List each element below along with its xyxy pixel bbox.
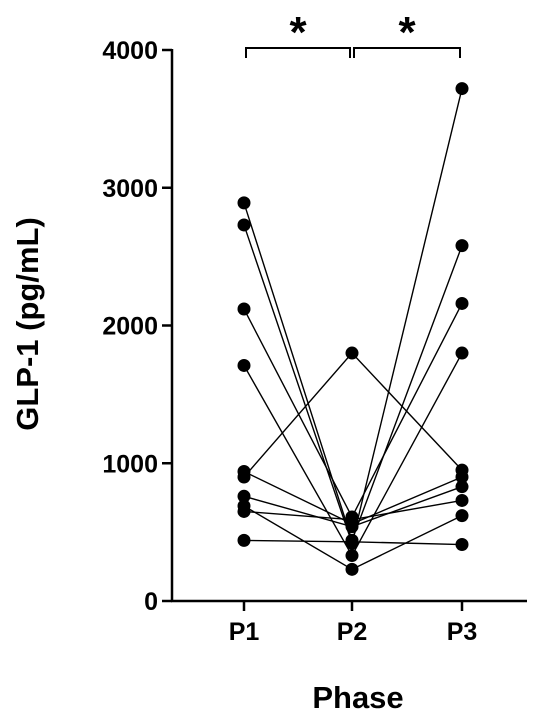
series-lines — [243, 88, 463, 571]
data-point — [237, 196, 251, 210]
series-line — [243, 303, 463, 519]
data-point — [237, 358, 251, 372]
data-point — [455, 82, 469, 96]
significance-star: * — [398, 8, 416, 57]
data-point — [455, 346, 469, 360]
x-tick-label: P1 — [229, 618, 260, 646]
data-point — [455, 493, 469, 507]
data-point — [237, 470, 251, 484]
y-tick-label: 4000 — [102, 37, 158, 65]
data-point — [237, 218, 251, 232]
x-ticks: P1 P2 P3 — [229, 601, 478, 646]
data-point — [345, 535, 359, 549]
y-ticks: 0 1000 2000 3000 4000 — [102, 37, 172, 616]
significance-brackets: * * — [245, 8, 461, 58]
data-point — [237, 302, 251, 316]
data-point — [455, 480, 469, 494]
data-point — [237, 533, 251, 547]
data-point — [455, 239, 469, 253]
series-line — [243, 88, 463, 546]
y-axis-title: GLP-1 (pg/mL) — [10, 217, 45, 431]
data-point — [237, 489, 251, 503]
significance-bracket — [353, 47, 461, 58]
y-tick-label: 3000 — [102, 175, 158, 203]
significance-star: * — [289, 8, 307, 57]
data-point — [345, 346, 359, 360]
data-point — [345, 513, 359, 527]
data-point — [345, 549, 359, 563]
x-tick-label: P2 — [337, 618, 368, 646]
data-point — [455, 463, 469, 477]
y-tick-label: 1000 — [102, 450, 158, 478]
x-tick-label: P3 — [447, 618, 478, 646]
data-point — [345, 562, 359, 576]
x-axis-title: Phase — [312, 680, 403, 715]
y-tick-label: 0 — [144, 588, 158, 616]
data-point — [237, 504, 251, 518]
significance-bracket — [245, 47, 351, 58]
y-tick-label: 2000 — [102, 313, 158, 341]
data-points — [237, 82, 469, 576]
data-point — [455, 296, 469, 310]
data-point — [455, 509, 469, 523]
data-point — [455, 538, 469, 552]
